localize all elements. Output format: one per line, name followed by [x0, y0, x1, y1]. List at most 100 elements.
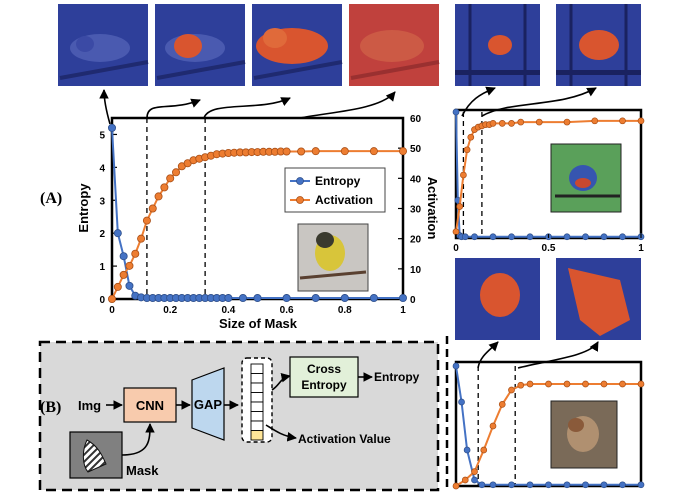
main-series [108, 123, 407, 303]
small-top-point-entropy [471, 233, 478, 241]
cross-entropy-line1: Cross [307, 362, 341, 376]
main-point-activation [160, 183, 169, 192]
small-bottom-point-activation [517, 381, 525, 389]
inset-bird-photo [297, 223, 369, 292]
main-point-entropy [125, 281, 134, 290]
small-chart-top: 0 0.5 1 [452, 108, 645, 254]
main-legend: Entropy Activation [284, 167, 386, 213]
small-top-ticks: 0 0.5 1 [453, 234, 644, 254]
main-ylabel-left: Entropy [76, 183, 91, 233]
main-ytick-left-label: 5 [99, 130, 105, 141]
small-bottom-point-activation [498, 401, 506, 408]
small-top-xtick-label: 0.5 [542, 243, 556, 254]
small-top-point-entropy [452, 108, 460, 116]
small-bottom-point-activation [461, 476, 469, 484]
arrow-mask-cnn [121, 423, 155, 456]
small-bottom-guide-lines [477, 366, 516, 486]
small-top-point-activation [508, 119, 515, 127]
main-point-activation [398, 147, 407, 156]
mask-thumbnails-top [58, 4, 440, 86]
main-point-activation [125, 261, 134, 270]
thumb-right-top-2 [556, 4, 641, 86]
main-xlabel: Size of Mask [219, 316, 298, 331]
small-bottom-pointer-arrows [477, 341, 599, 369]
main-point-activation [166, 174, 175, 183]
arrow-vector-activation [265, 424, 297, 442]
small-chart-bottom [452, 360, 645, 490]
feature-vector-cells [250, 363, 264, 441]
small-top-point-activation [456, 203, 464, 210]
input-label: Img [78, 398, 101, 413]
small-top-xtick-label: 0 [453, 243, 459, 254]
legend-box [284, 167, 386, 213]
main-xtick-label: 0.4 [221, 305, 235, 316]
small-top-point-entropy [461, 233, 469, 241]
small-bottom-point-entropy [471, 476, 478, 484]
small-top-point-activation [591, 117, 599, 125]
small-bottom-point-entropy [458, 398, 465, 406]
thumb-right-mid-2 [556, 258, 641, 340]
main-ytick-left-label: 4 [99, 163, 105, 174]
main-point-activation [282, 147, 291, 156]
small-bottom-point-activation [563, 380, 571, 388]
main-ytick-right-label: 0 [410, 295, 416, 306]
small-bottom-point-entropy [463, 446, 471, 454]
small-top-series [452, 108, 645, 241]
main-chart-pointer-arrows [99, 89, 396, 125]
main-point-entropy [282, 294, 291, 303]
small-bottom-point-activation [452, 482, 460, 490]
small-top-point-entropy [489, 233, 497, 241]
main-point-activation [311, 147, 320, 156]
small-top-point-entropy [600, 233, 608, 241]
main-ytick-left-label: 0 [99, 295, 105, 306]
thumb-right-top-1 [455, 4, 540, 86]
main-point-entropy [253, 294, 262, 303]
small-top-point-entropy [508, 233, 515, 241]
main-point-activation [131, 249, 140, 258]
entropy-output-label: Entropy [374, 370, 420, 384]
small-top-point-activation [463, 146, 471, 154]
small-top-point-entropy [582, 233, 589, 241]
main-point-activation [369, 147, 378, 156]
feature-vector-cell [250, 430, 264, 441]
main-ytick-right-label: 10 [410, 265, 422, 276]
main-point-entropy [311, 294, 320, 303]
main-point-activation [119, 270, 128, 279]
small-top-point-activation [637, 117, 645, 125]
feature-vector-cell [250, 373, 264, 384]
main-point-activation [297, 147, 306, 156]
main-xtick-label: 0.2 [163, 305, 177, 316]
main-guide-lines [146, 118, 206, 299]
main-ytick-right-label: 30 [410, 205, 422, 216]
mask-shape-icon [82, 439, 107, 473]
feature-vector-cell [250, 382, 264, 393]
cross-entropy-line2: Entropy [301, 378, 347, 392]
small-top-point-activation [452, 228, 460, 236]
architecture-diagram: (B) Img CNN GAP Cross Entropy Entropy Ac… [38, 340, 440, 492]
main-xtick-label: 0.8 [338, 305, 352, 316]
small-top-point-activation [460, 171, 467, 179]
small-top-point-activation [517, 118, 525, 126]
small-bottom-point-entropy [452, 362, 460, 370]
small-bottom-point-entropy [489, 481, 497, 489]
main-ytick-left-label: 2 [99, 229, 105, 240]
small-bottom-series [452, 362, 645, 490]
cnn-block [123, 387, 177, 423]
small-top-point-activation [489, 119, 497, 127]
gap-block [191, 367, 225, 441]
small-bottom-point-activation [545, 380, 552, 388]
legend-entropy-marker [296, 177, 304, 185]
feature-vector-cell [250, 363, 264, 374]
mask-label: Mask [126, 463, 159, 478]
activation-output-label: Activation Value [298, 432, 391, 446]
thumb-mask-small [58, 4, 149, 86]
mask-thumbnails-right-top [455, 4, 641, 86]
small-bottom-point-activation [480, 446, 488, 454]
main-point-activation [137, 234, 146, 243]
feature-vector-cell [250, 392, 264, 403]
small-bottom-point-activation [508, 386, 515, 394]
small-bottom-inset-photo [550, 400, 618, 469]
small-bottom-point-entropy [582, 481, 589, 489]
